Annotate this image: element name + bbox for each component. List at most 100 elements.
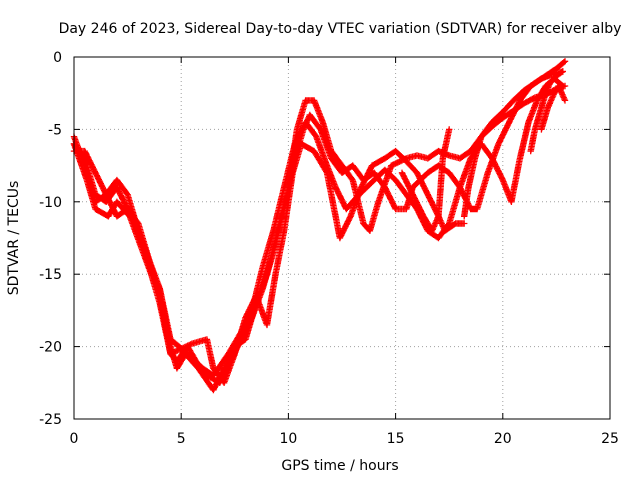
data-point xyxy=(448,128,450,130)
data-point xyxy=(129,215,131,217)
x-tick-label: 20 xyxy=(494,431,512,447)
data-point xyxy=(377,201,380,203)
data-point xyxy=(463,222,465,225)
data-point xyxy=(212,389,214,391)
data-point xyxy=(395,208,397,210)
data-point xyxy=(169,353,172,355)
data-point xyxy=(530,85,532,87)
data-point xyxy=(292,172,294,174)
data-point xyxy=(116,215,118,217)
data-point xyxy=(262,266,264,268)
data-point xyxy=(519,99,521,102)
data-point xyxy=(470,157,472,159)
data-point xyxy=(202,367,204,369)
data-point xyxy=(326,165,328,167)
axis-ticks: 0 5 10 15 20 25 0 -5 -10 -15 -20 -25 xyxy=(39,50,619,447)
data-point xyxy=(448,154,450,157)
data-point xyxy=(444,230,446,232)
data-point xyxy=(326,172,328,174)
data-point xyxy=(564,99,566,102)
data-point xyxy=(540,107,542,109)
data-point xyxy=(562,70,564,73)
data-point xyxy=(223,382,225,384)
data-point xyxy=(116,179,118,181)
data-point xyxy=(390,165,392,167)
y-tick-label: -5 xyxy=(48,122,62,138)
x-tick-label: 5 xyxy=(177,431,186,447)
data-point xyxy=(405,208,407,210)
data-point xyxy=(384,169,386,171)
data-point xyxy=(405,160,407,162)
chart-title: Day 246 of 2023, Sidereal Day-to-day VTE… xyxy=(59,21,622,37)
data-point xyxy=(437,215,440,217)
data-point xyxy=(274,273,277,275)
data-point xyxy=(476,208,478,210)
data-point xyxy=(437,237,440,239)
data-point xyxy=(459,186,461,188)
data-point xyxy=(212,374,214,377)
data-point xyxy=(345,208,347,210)
data-point xyxy=(555,88,558,90)
x-axis-label: GPS time / hours xyxy=(281,458,398,474)
y-tick-label: -15 xyxy=(39,267,62,283)
data-point xyxy=(540,128,542,130)
y-tick-label: -25 xyxy=(39,412,62,428)
data-point xyxy=(304,121,307,123)
data-point xyxy=(512,109,515,112)
data-point xyxy=(206,338,208,340)
data-point xyxy=(416,154,418,157)
data-point xyxy=(369,230,371,232)
data-point xyxy=(474,157,476,159)
data-point xyxy=(94,193,97,196)
data-point xyxy=(502,117,504,119)
data-point xyxy=(384,157,386,159)
data-point xyxy=(360,186,362,188)
data-point xyxy=(555,75,558,77)
data-point xyxy=(412,193,414,196)
data-point xyxy=(116,186,118,188)
data-point xyxy=(416,172,418,174)
data-point xyxy=(523,102,525,104)
data-point xyxy=(84,150,86,152)
data-point xyxy=(105,201,107,203)
data-point xyxy=(422,215,425,217)
data-point xyxy=(455,222,457,225)
data-point xyxy=(176,367,178,369)
x-tick-label: 25 xyxy=(601,431,619,447)
data-point xyxy=(463,215,465,217)
data-point xyxy=(334,215,337,217)
data-point xyxy=(427,172,429,174)
data-point xyxy=(127,208,129,210)
data-point xyxy=(313,150,315,152)
data-point xyxy=(86,179,88,181)
data-point xyxy=(437,150,440,152)
data-point xyxy=(219,382,221,384)
data-point xyxy=(502,111,504,113)
data-point xyxy=(341,172,343,174)
data-point xyxy=(530,150,532,152)
data-point xyxy=(283,230,285,232)
y-tick-label: -20 xyxy=(39,340,62,356)
data-point xyxy=(244,338,247,340)
data-point xyxy=(437,165,440,167)
data-point xyxy=(212,367,214,369)
data-point xyxy=(304,99,307,102)
data-point xyxy=(315,136,317,138)
data-point xyxy=(187,353,189,355)
data-point xyxy=(491,121,493,123)
data-point xyxy=(551,73,553,75)
series-track-8 xyxy=(461,82,569,220)
data-point xyxy=(431,230,433,232)
data-point xyxy=(534,128,536,130)
data-point xyxy=(139,244,142,246)
data-point xyxy=(405,193,407,196)
data-point xyxy=(534,96,536,99)
data-point xyxy=(373,179,375,181)
data-point xyxy=(427,193,429,196)
y-axis-label: SDTVAR / TECUs xyxy=(6,181,22,296)
data-point xyxy=(448,172,450,174)
data-point xyxy=(480,136,482,138)
data-point xyxy=(313,99,315,102)
data-point xyxy=(227,353,229,355)
x-tick-label: 0 xyxy=(70,431,79,447)
